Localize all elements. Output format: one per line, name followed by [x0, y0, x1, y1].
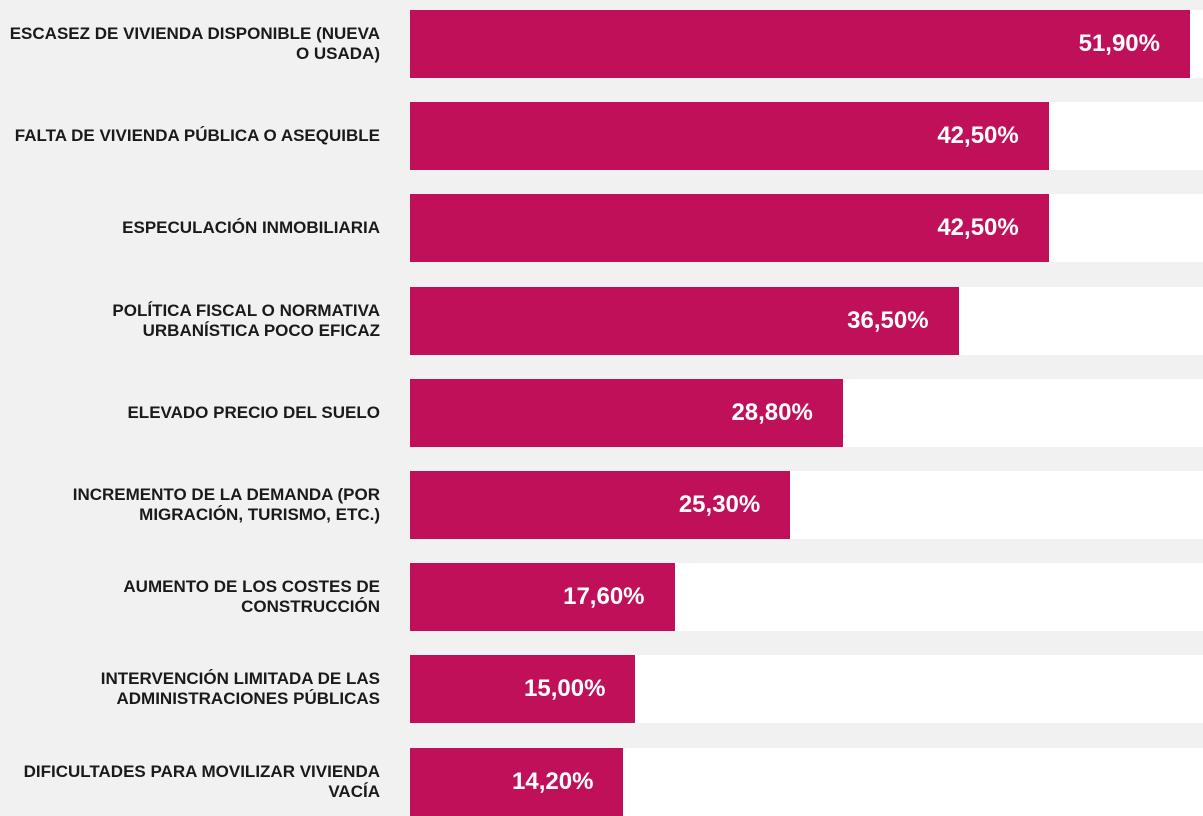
value-label: 17,60%	[563, 583, 645, 611]
category-label: ELEVADO PRECIO DEL SUELO	[0, 379, 380, 447]
value-label: 42,50%	[937, 122, 1019, 150]
category-label: ESPECULACIÓN INMOBILIARIA	[0, 194, 380, 262]
bar	[410, 747, 624, 816]
bar	[410, 378, 843, 447]
category-text: POLÍTICA FISCAL O NORMATIVA URBANÍSTICA …	[112, 300, 380, 340]
bar	[410, 563, 675, 632]
bar	[410, 10, 1190, 78]
value-label: 14,20%	[512, 767, 594, 795]
bar	[410, 286, 959, 355]
bar	[410, 655, 636, 724]
category-label: FALTA DE VIVIENDA PÚBLICA O ASEQUIBLE	[0, 102, 380, 170]
category-label: DIFICULTADES PARA MOVILIZAR VIVIENDA VAC…	[0, 748, 380, 816]
value-label: 51,90%	[1078, 30, 1160, 57]
value-label: 15,00%	[524, 675, 606, 703]
value-label: 36,50%	[847, 306, 929, 334]
bar	[410, 471, 791, 539]
bar	[410, 194, 1049, 263]
category-label: AUMENTO DE LOS COSTES DE CONSTRUCCIÓN	[0, 563, 380, 631]
category-text: ELEVADO PRECIO DEL SUELO	[127, 402, 380, 422]
bar	[410, 102, 1049, 171]
category-text: DIFICULTADES PARA MOVILIZAR VIVIENDA VAC…	[23, 761, 380, 801]
category-label: INTERVENCIÓN LIMITADA DE LAS ADMINISTRAC…	[0, 655, 380, 723]
category-text: INCREMENTO DE LA DEMANDA (POR MIGRACIÓN,…	[72, 485, 380, 524]
category-text: ESPECULACIÓN INMOBILIARIA	[122, 218, 380, 238]
category-text: FALTA DE VIVIENDA PÚBLICA O ASEQUIBLE	[14, 126, 380, 146]
category-label: INCREMENTO DE LA DEMANDA (POR MIGRACIÓN,…	[0, 471, 380, 539]
category-text: AUMENTO DE LOS COSTES DE CONSTRUCCIÓN	[123, 577, 380, 617]
value-label: 28,80%	[731, 398, 813, 426]
category-text: ESCASEZ DE VIVIENDA DISPONIBLE (NUEVA O …	[9, 24, 380, 63]
category-text: INTERVENCIÓN LIMITADA DE LAS ADMINISTRAC…	[100, 669, 380, 709]
category-label: ESCASEZ DE VIVIENDA DISPONIBLE (NUEVA O …	[0, 10, 380, 78]
category-label: POLÍTICA FISCAL O NORMATIVA URBANÍSTICA …	[0, 287, 380, 355]
value-label: 42,50%	[937, 214, 1019, 242]
value-label: 25,30%	[678, 491, 761, 518]
